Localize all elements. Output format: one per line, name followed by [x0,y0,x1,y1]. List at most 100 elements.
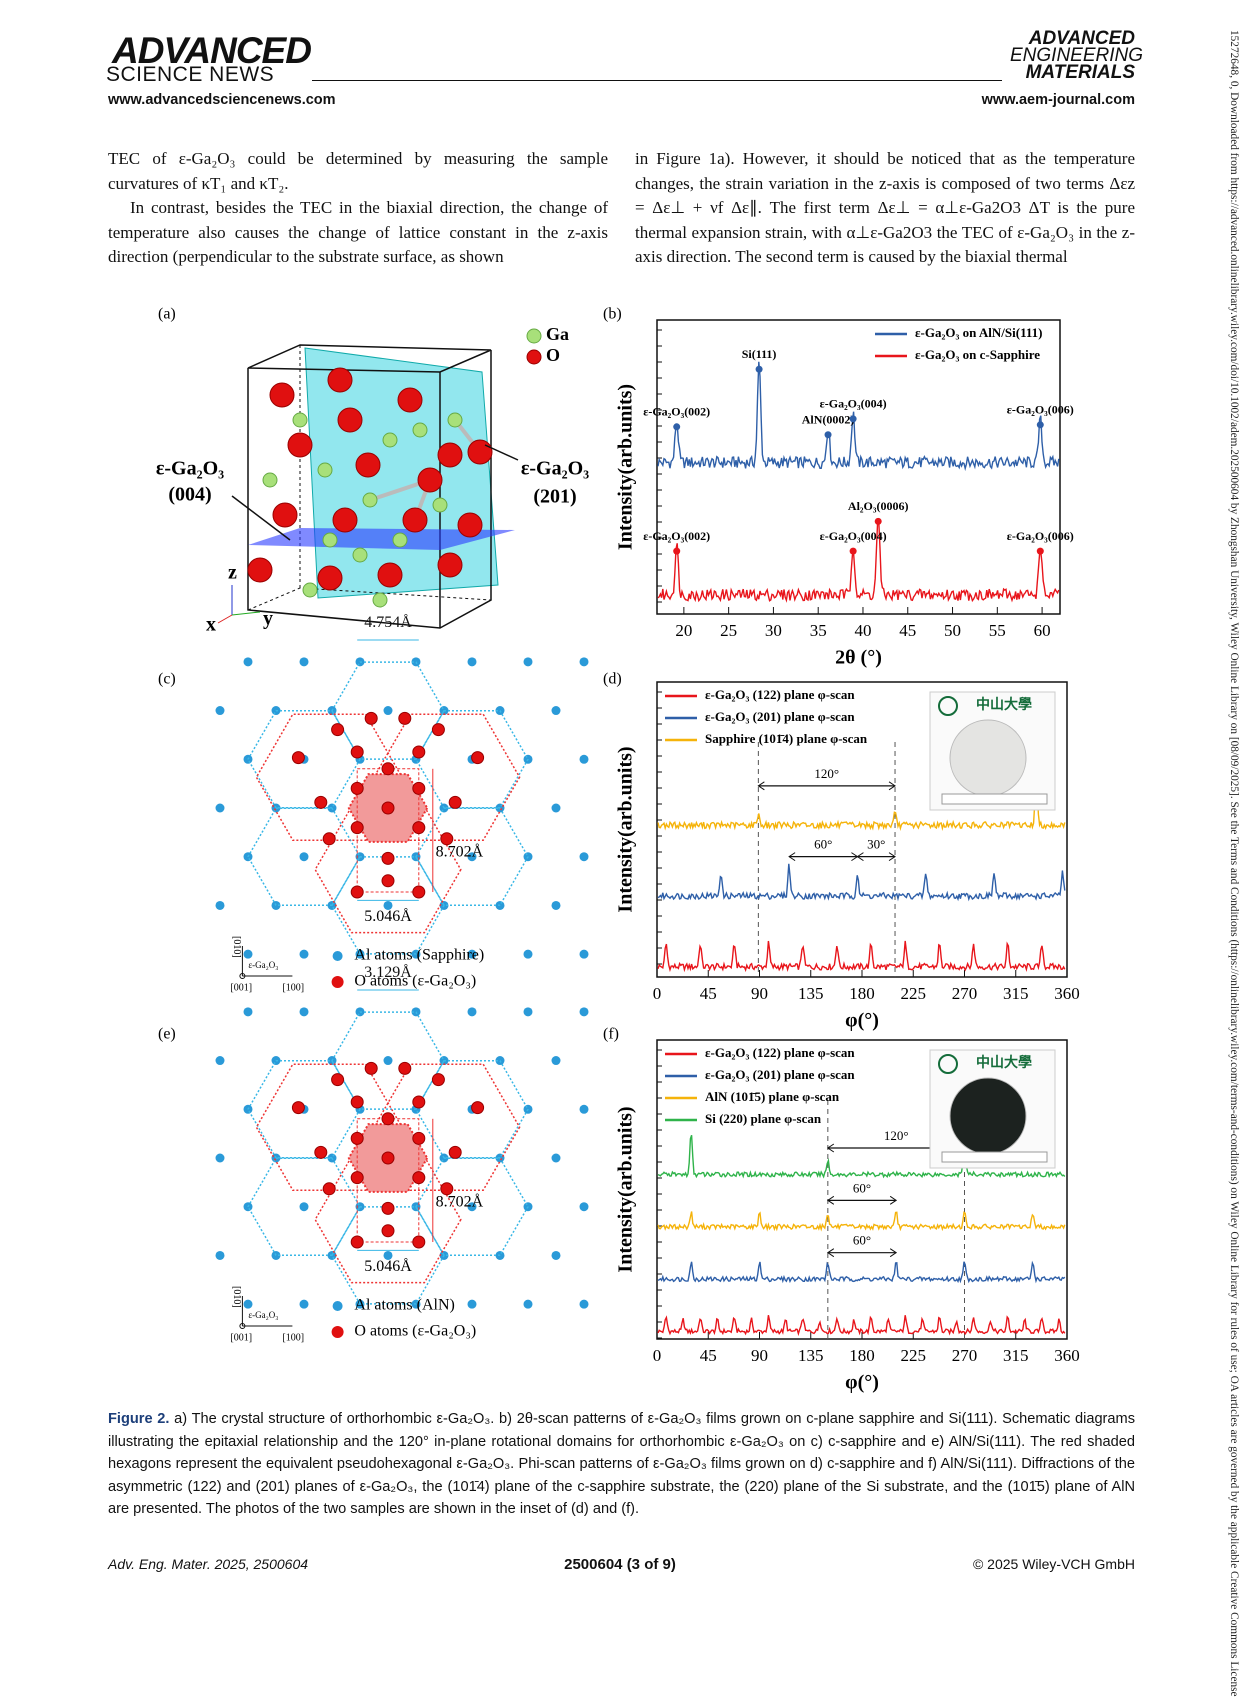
peak-label: Si(111) [742,347,777,361]
al-atom [383,706,393,716]
o-atom [412,745,426,759]
peak-dot [673,547,681,555]
column: TEC of ε-Ga₂O₃ could be determined by me… [108,147,608,270]
peak-label: ε-Ga₂O₃(006) [1007,529,1074,543]
al-atom [243,852,253,862]
atom [372,592,388,608]
axis-origin [239,973,246,979]
direction: [100] [282,982,304,993]
arrow [484,444,519,461]
al-atom [299,1202,309,1212]
hexagon [314,1155,462,1284]
x-tick-label: 90 [751,984,768,1003]
x-tick-label: 35 [810,621,827,640]
atom [417,467,443,493]
annotation: 120° [884,1128,909,1143]
legend-label: ε-Ga₂O₃ on c-Sapphire [915,347,1040,362]
peak-dot [849,547,857,555]
o-atom [331,723,345,737]
logo-left: ADVANCED [112,30,312,71]
al-atom [579,1007,589,1017]
x-tick-label: 225 [901,1346,927,1365]
al-atom [467,949,477,959]
x-tick-label: 45 [700,984,717,1003]
atom [467,439,493,465]
direction: [010] [231,936,242,958]
x-tick-label: 90 [751,1346,768,1365]
arrow-head [826,1248,898,1258]
legend-label: O atoms (ε-Ga₂O₃) [354,973,476,990]
o-atom [331,1073,345,1087]
footer-copyright: © 2025 Wiley-VCH GmbH [972,1556,1135,1572]
legend-atom [331,976,344,988]
al-atom [579,949,589,959]
legend-label: Sapphire (101̄4) plane φ-scan [705,731,868,746]
o-atom [322,832,336,846]
hexagon [255,713,403,841]
o-atom [291,1101,305,1115]
atom [317,462,333,478]
x-tick-label: 55 [989,621,1006,640]
x-tick-label: 45 [899,621,916,640]
trace [657,777,1066,832]
logo-right: ADVANCED ENGINEERING MATERIALS [1010,28,1143,82]
o-atom [431,723,445,737]
al-atom [215,803,225,813]
trace [657,1211,1066,1232]
atom [412,422,428,438]
o-atom [350,1235,364,1249]
legend-label: Al atoms (AlN) [354,1297,454,1314]
al-atom [215,1056,225,1066]
hexagon [255,1063,403,1191]
peak-dot [874,517,882,525]
o-atom [381,874,395,888]
x-tick-label: 20 [675,621,692,640]
atom [272,502,298,528]
x-tick-label: 270 [952,984,978,1003]
o-atom [412,781,426,795]
atom [402,507,428,533]
panel-letter: (d) [603,671,622,688]
o-atom [291,751,305,765]
legend-label: O atoms (ε-Ga₂O₃) [354,1323,476,1340]
trace [657,1315,1066,1337]
x-tick-label: 50 [944,621,961,640]
peak-dot [1036,547,1044,555]
annotation: 60° [853,1180,871,1195]
axis-label: y [263,608,273,630]
panel-letter: (a) [158,306,176,323]
al-atom [579,657,589,667]
o-atom [412,821,426,835]
legend-label: ε-Ga₂O₃ (201) plane φ-scan [705,1067,855,1082]
o-atom [322,1182,336,1196]
annotation: 120° [814,766,839,781]
axis-origin [239,1323,246,1329]
atom [332,507,358,533]
legend-label: AlN (101̄5) plane φ-scan [705,1089,840,1104]
o-atom [350,1131,364,1145]
caption-text: a) The crystal structure of orthorhombic… [108,1411,1135,1517]
o-atom [412,1095,426,1109]
inset-logo: 中山大學 [976,1054,1032,1071]
x-tick-label: 315 [1003,984,1029,1003]
al-atom [299,657,309,667]
peak-label: ε-Ga₂O₃(004) [820,529,887,543]
atom [327,367,353,393]
trace [657,1134,1066,1179]
al-atom [467,1202,477,1212]
al-atom [551,1056,561,1066]
hexagon [373,713,521,841]
o-atom [381,762,395,776]
al-atom [383,900,393,910]
panel-letter: (c) [158,671,176,688]
inset-logo-mark [938,696,958,716]
atom [355,452,381,478]
al-atom [467,1299,477,1309]
legend-atom [331,1326,344,1338]
arrow [231,495,291,541]
x-tick-label: 315 [1003,1346,1029,1365]
x-tick-label: 25 [720,621,737,640]
al-atom [299,852,309,862]
logo-word: ADVANCED [1028,28,1135,49]
x-tick-label: 135 [798,984,824,1003]
